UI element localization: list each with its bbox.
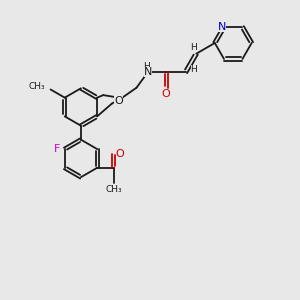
Text: H: H xyxy=(143,62,150,71)
Text: H: H xyxy=(190,65,197,74)
Text: F: F xyxy=(54,144,61,154)
Text: H: H xyxy=(190,43,197,52)
Text: O: O xyxy=(162,88,171,99)
Text: O: O xyxy=(116,148,124,158)
Text: CH₃: CH₃ xyxy=(28,82,45,91)
Text: N: N xyxy=(218,22,226,32)
Text: N: N xyxy=(144,67,152,77)
Text: CH₃: CH₃ xyxy=(105,185,122,194)
Text: O: O xyxy=(114,96,123,106)
